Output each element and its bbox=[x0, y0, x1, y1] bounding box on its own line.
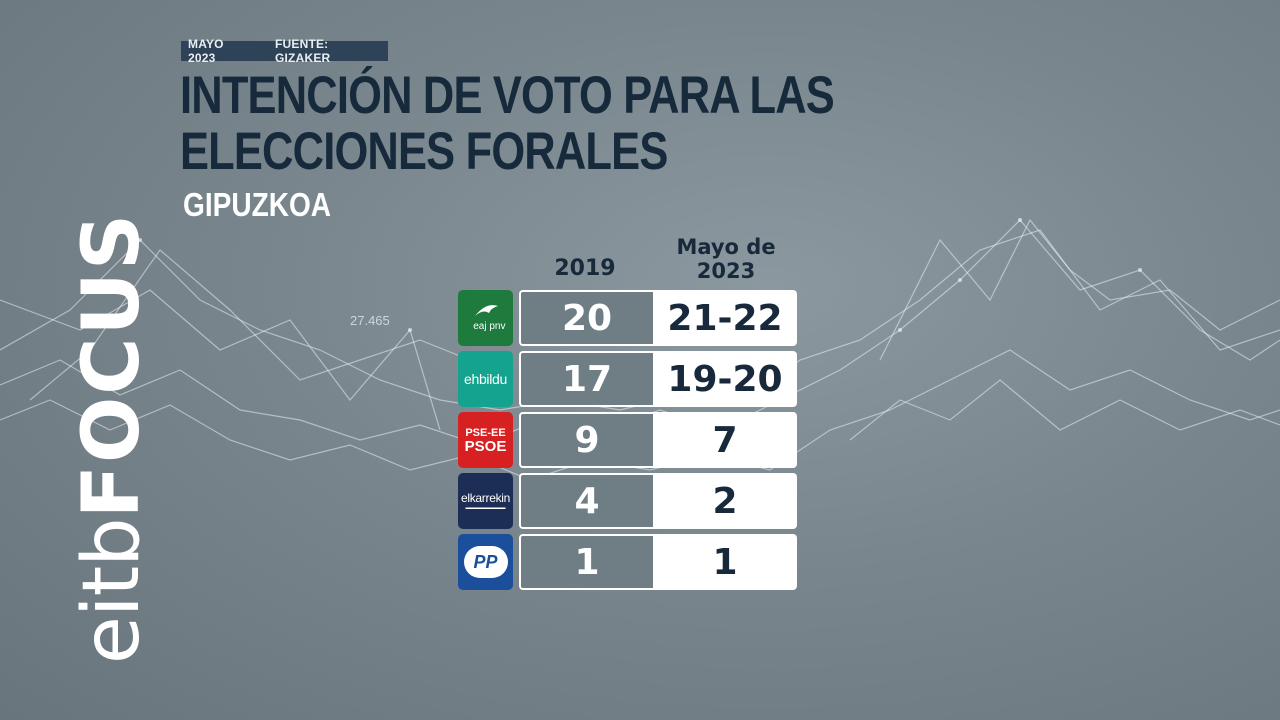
table-row-elkarrekin: elkarrekin ▬▬▬▬▬▬▬▬ 4 2 bbox=[458, 473, 798, 529]
bildu-logo: ehbildu bbox=[458, 351, 513, 407]
background-value-label: 27.465 bbox=[350, 313, 390, 328]
bildu-logo-text: ehbildu bbox=[463, 371, 508, 387]
table-row-bildu: ehbildu 17 19-20 bbox=[458, 351, 798, 407]
elkarrekin-logo-text: elkarrekin bbox=[460, 491, 511, 505]
page-title: INTENCIÓN DE VOTO PARA LAS ELECCIONES FO… bbox=[180, 66, 835, 181]
value-2019-bildu: 17 bbox=[519, 351, 653, 407]
value-2023-bildu: 19-20 bbox=[653, 351, 797, 407]
value-2019-elkarrekin: 4 bbox=[519, 473, 653, 529]
value-2019-pnv: 20 bbox=[519, 290, 653, 346]
psoe-logo: PSE-EE PSOE bbox=[458, 412, 513, 468]
brand-suffix: FOCUS bbox=[67, 211, 157, 519]
pnv-logo: eaj pnv bbox=[458, 290, 513, 346]
table-row-psoe: PSE-EE PSOE 9 7 bbox=[458, 412, 798, 468]
value-2023-psoe: 7 bbox=[653, 412, 797, 468]
pnv-leaf-icon bbox=[474, 305, 498, 316]
meta-bar: MAYO 2023 FUENTE: GIZAKER bbox=[181, 37, 388, 65]
psoe-logo-text-bottom: PSOE bbox=[464, 438, 507, 455]
pnv-logo-text: eaj pnv bbox=[473, 321, 506, 332]
elkarrekin-logo-underline: ▬▬▬▬▬▬▬▬ bbox=[465, 505, 506, 511]
table-row-pnv: eaj pnv 20 21-22 bbox=[458, 290, 798, 346]
value-2023-elkarrekin: 2 bbox=[653, 473, 797, 529]
value-2023-pnv: 21-22 bbox=[653, 290, 797, 346]
meta-source: FUENTE: GIZAKER bbox=[274, 37, 331, 65]
table-row-pp: PP 1 1 bbox=[458, 534, 798, 590]
brand-logo: eitbFOCUS bbox=[62, 212, 162, 664]
meta-date: MAYO 2023 bbox=[188, 37, 224, 65]
value-2019-pp: 1 bbox=[519, 534, 653, 590]
pp-logo: PP bbox=[458, 534, 513, 590]
value-2019-psoe: 9 bbox=[519, 412, 653, 468]
elkarrekin-logo: elkarrekin ▬▬▬▬▬▬▬▬ bbox=[458, 473, 513, 529]
column-header-2023: Mayo de 2023 bbox=[676, 235, 776, 283]
page-subtitle: GIPUZKOA bbox=[183, 186, 332, 223]
psoe-logo-text-top: PSE-EE bbox=[465, 427, 506, 439]
column-header-2019: 2019 bbox=[554, 256, 616, 281]
brand-prefix: eitb bbox=[67, 518, 157, 665]
pp-logo-text: PP bbox=[463, 546, 508, 578]
value-2023-pp: 1 bbox=[653, 534, 797, 590]
